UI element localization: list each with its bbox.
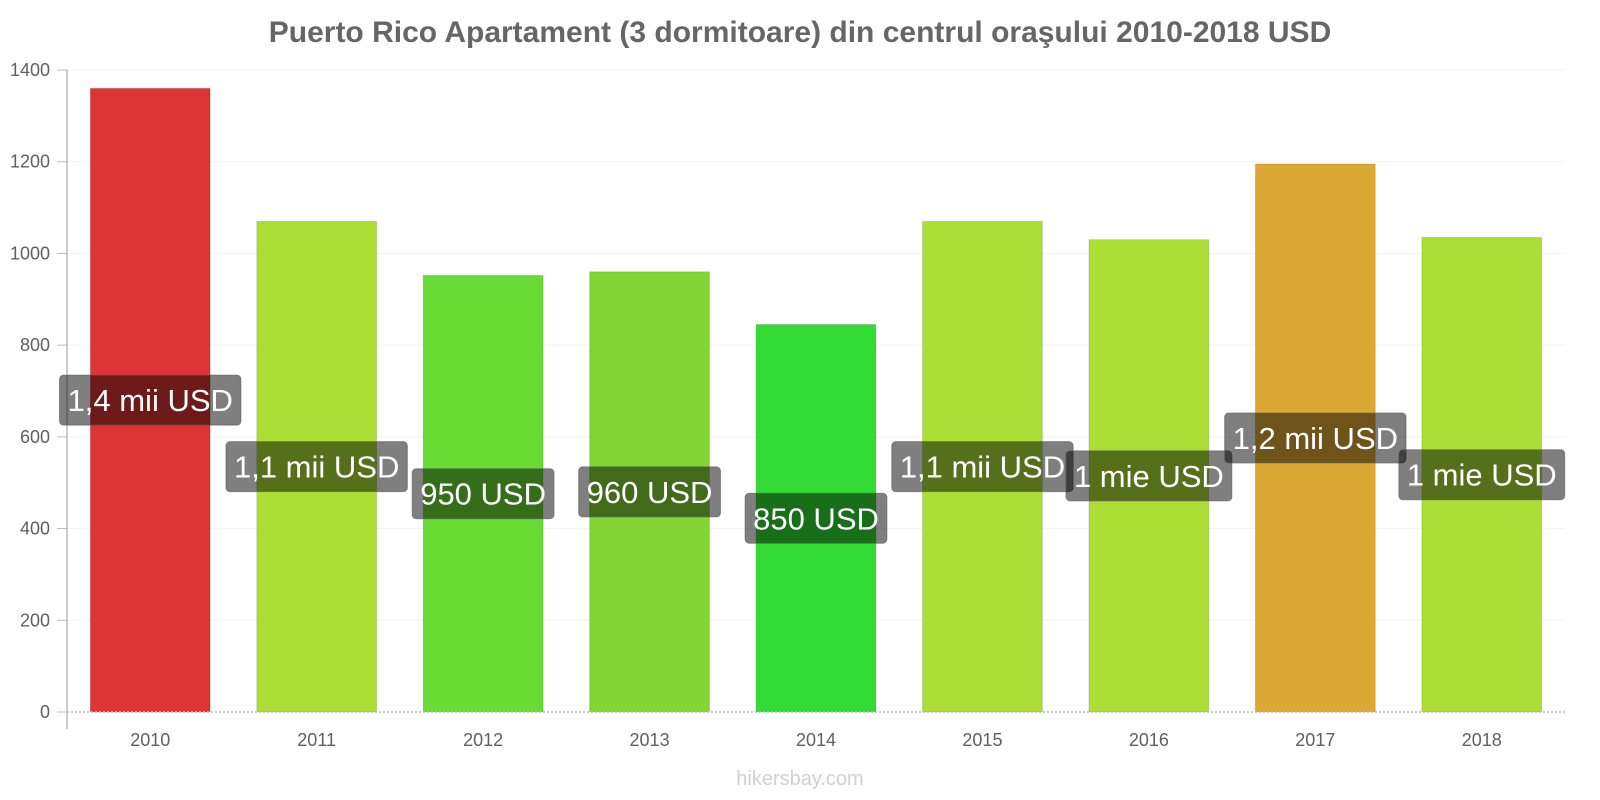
y-tick-label: 1200 (10, 152, 50, 172)
data-label: 1,1 mii USD (234, 450, 399, 485)
data-label-background (1224, 412, 1407, 464)
data-label: 1,4 mii USD (68, 383, 233, 418)
x-tick-label: 2013 (630, 730, 670, 750)
data-label: 850 USD (753, 501, 879, 536)
x-tick-label: 2016 (1129, 730, 1169, 750)
data-label: 1,1 mii USD (900, 450, 1065, 485)
x-tick-label: 2010 (130, 730, 170, 750)
x-tick-label: 2017 (1295, 730, 1335, 750)
x-tick-label: 2015 (962, 730, 1002, 750)
data-label-background (225, 441, 408, 493)
data-label: 1,2 mii USD (1233, 421, 1398, 456)
data-label-background (1065, 450, 1233, 502)
data-label-background (578, 466, 721, 518)
data-label: 960 USD (587, 475, 713, 510)
data-label-background (744, 492, 888, 544)
y-tick-label: 400 (20, 519, 50, 539)
y-tick-label: 800 (20, 335, 50, 355)
data-label: 1 mie USD (1074, 459, 1224, 494)
data-label-background (1398, 449, 1566, 501)
bars (89, 87, 1543, 713)
chart-title: Puerto Rico Apartament (3 dormitoare) di… (268, 16, 1332, 49)
data-label: 950 USD (420, 477, 546, 512)
x-tick-label: 2014 (796, 730, 836, 750)
y-tick-label: 200 (20, 610, 50, 630)
x-tick-label: 2012 (463, 730, 503, 750)
y-tick-label: 1000 (10, 243, 50, 263)
data-label-background (59, 374, 242, 426)
y-tick-label: 0 (40, 702, 50, 722)
data-label-background (411, 468, 555, 520)
y-tick-label: 600 (20, 427, 50, 447)
axes: 0 200 400 600 800 1000 1200 1400 2010 2011 2012 201… (10, 60, 1565, 750)
x-tick-label: 2018 (1462, 730, 1502, 750)
x-tick-label: 2011 (297, 730, 336, 750)
watermark: hikersbay.com (736, 768, 864, 790)
y-tick-label: 1400 (10, 60, 50, 80)
data-label: 1 mie USD (1407, 458, 1557, 493)
